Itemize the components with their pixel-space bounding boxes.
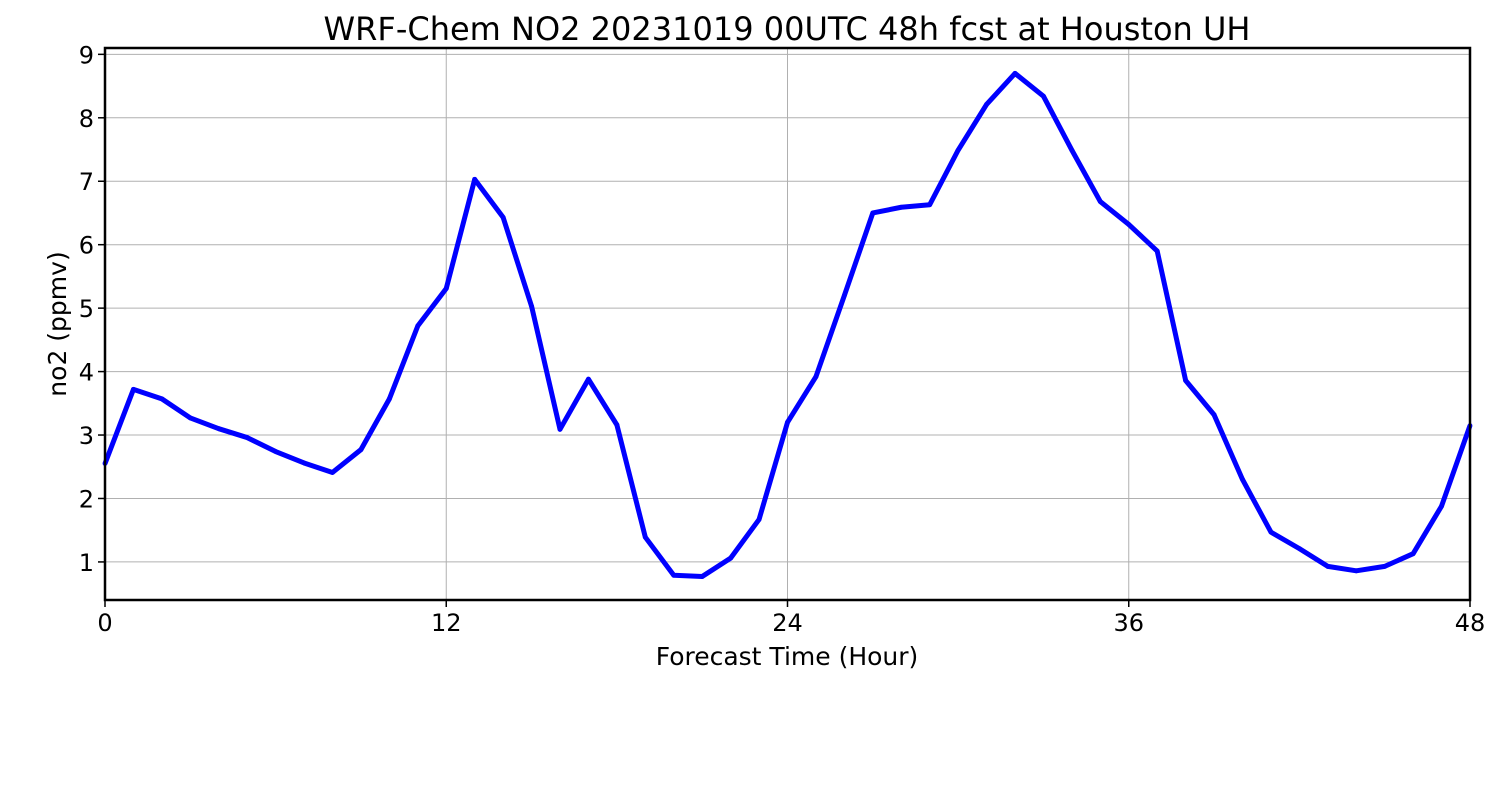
y-tick-label: 2 [79, 485, 94, 513]
data-point [273, 449, 279, 454]
data-point [614, 422, 620, 428]
data-point [785, 419, 790, 425]
data-point [955, 147, 961, 153]
data-point [1154, 248, 1160, 254]
data-point [557, 426, 563, 432]
data-point [529, 303, 534, 309]
y-tick-label: 4 [79, 359, 94, 387]
x-tick-label: 0 [97, 609, 112, 637]
y-tick-label: 6 [79, 232, 94, 260]
data-point [1126, 221, 1132, 227]
data-point [1211, 412, 1217, 418]
data-point [187, 415, 193, 421]
data-point [898, 204, 904, 210]
data-point [443, 286, 449, 291]
data-point [1041, 93, 1046, 99]
y-tick-label: 5 [79, 295, 94, 323]
y-axis-label: no2 (ppmv) [43, 251, 72, 396]
data-point [244, 435, 250, 440]
data-point [870, 210, 876, 216]
gridlines [105, 48, 1470, 600]
data-point [984, 102, 989, 107]
y-tick-label: 7 [79, 168, 94, 196]
chart-title: WRF-Chem NO2 20231019 00UTC 48h fcst at … [324, 10, 1251, 48]
data-point [1439, 503, 1444, 509]
data-point [1382, 563, 1388, 569]
x-axis-label: Forecast Time (Hour) [656, 642, 919, 671]
data-point [1410, 551, 1416, 557]
data-point [1012, 70, 1018, 76]
y-tick-label: 3 [79, 422, 94, 450]
data-point [813, 374, 819, 380]
x-tick-label: 48 [1455, 609, 1486, 637]
data-point [358, 447, 364, 453]
data-point [330, 470, 335, 475]
data-point [500, 215, 506, 220]
data-point [642, 534, 648, 540]
data-point [1097, 199, 1103, 204]
data-point [756, 517, 762, 522]
y-tick-label: 9 [79, 41, 94, 69]
x-tick-label: 36 [1113, 609, 1144, 637]
data-point [728, 555, 734, 561]
data-point [216, 426, 222, 432]
data-point [1183, 378, 1189, 383]
data-point [472, 176, 478, 182]
y-tick-label: 8 [79, 105, 94, 133]
data-point [386, 396, 392, 402]
data-point [1296, 546, 1302, 552]
data-point [586, 376, 591, 382]
data-point [927, 202, 933, 208]
data-point [1240, 477, 1245, 482]
data-point [1325, 563, 1331, 569]
data-point [301, 460, 307, 466]
data-point [1353, 568, 1359, 574]
data-point [131, 386, 136, 392]
data-point [415, 323, 421, 329]
x-tick-label: 12 [431, 609, 462, 637]
series-layer [102, 70, 1473, 580]
data-point [1069, 147, 1075, 153]
data-point [841, 293, 847, 298]
data-point [671, 572, 677, 578]
data-point [159, 396, 165, 402]
x-tick-label: 24 [772, 609, 803, 637]
data-point [699, 574, 705, 579]
y-tick-label: 1 [79, 549, 94, 577]
data-point [1268, 529, 1274, 535]
